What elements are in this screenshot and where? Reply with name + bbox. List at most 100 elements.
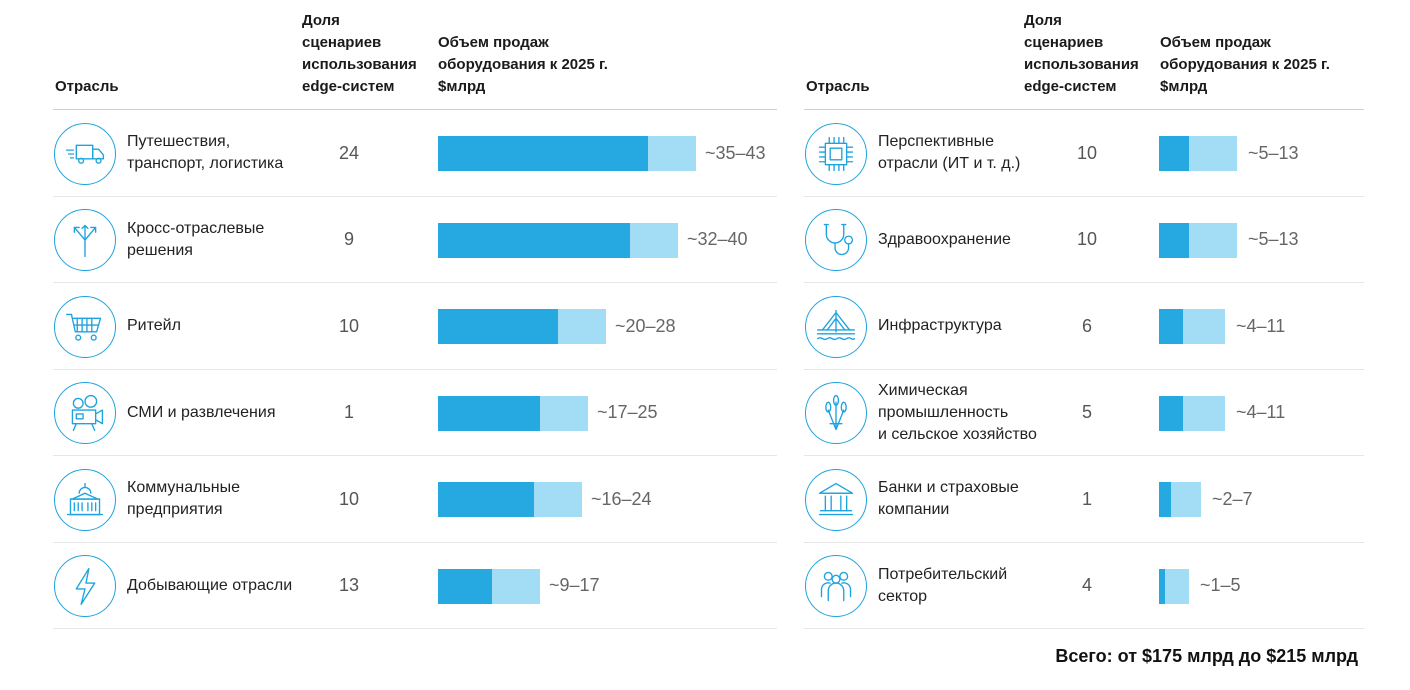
range-bar [1159,568,1189,604]
movie-camera-icon [54,382,116,444]
industry-label: Здравоохранение [878,230,1011,248]
truck-icon [54,122,116,185]
bar-min-segment [1159,222,1189,258]
bar-range-segment [630,222,678,258]
industry-row: Коммунальные предприятия 10 ~16–24 [53,456,777,543]
industry-label: Коммунальные предприятия [127,479,241,518]
bar-min-segment [1159,395,1183,431]
bridge-icon [805,295,867,358]
share-value: 6 [1081,315,1092,336]
people-icon [805,555,867,617]
industry-row: Химическая промышленность и сельское хоз… [804,370,1364,456]
share-value: 5 [1081,402,1092,422]
bar-range-segment [558,309,606,344]
fork-arrows-icon [54,209,116,271]
bank-icon [805,468,867,531]
bar-range-segment [492,568,540,604]
bar-min-segment [438,136,648,171]
share-value: 10 [338,488,360,509]
share-value: 10 [338,315,360,336]
share-value: 13 [338,575,360,595]
public-building-icon [54,468,116,531]
range-bar [438,482,582,517]
bar-range-segment [1183,395,1225,431]
share-header: Доля сценариев использования edge-систем [302,12,417,95]
industry-row: Инфраструктура 6 ~4–11 [804,283,1364,370]
industry-label: Ритейл [127,317,181,334]
range-bar [1159,395,1225,431]
industry-label: Путешествия, транспорт, логистика [127,133,284,172]
chip-icon [805,122,867,185]
industry-header: Отрасль [55,78,119,95]
range-label: ~5–13 [1248,229,1299,249]
bar-min-segment [1159,309,1183,344]
bar-min-segment [438,568,492,604]
industry-row: Перспективные отрасли (ИТ и т. д.) 10 ~5–1… [804,110,1364,197]
sales-header: Объем продаж оборудования к 2025 г. $млр… [438,34,608,95]
range-bar [438,136,696,171]
industry-label: Кросс-отраслевые решения [127,219,265,259]
industry-row: Банки и страховые компании 1 ~2–7 [804,456,1364,543]
bar-range-segment [540,395,588,431]
range-label: ~16–24 [591,488,652,509]
share-value: 9 [343,229,354,249]
range-label: ~4–11 [1236,402,1286,422]
range-label: ~4–11 [1236,315,1286,336]
industry-label: Перспективные отрасли (ИТ и т. д.) [878,133,1021,172]
bar-min-segment [1159,136,1189,171]
bar-range-segment [1189,222,1237,258]
range-bar [438,395,588,431]
industry-label: СМИ и развлечения [127,403,276,421]
range-label: ~35–43 [705,142,766,163]
header-divider [53,109,777,110]
bar-range-segment [1165,568,1189,604]
share-value: 10 [1076,229,1098,249]
range-label: ~1–5 [1200,575,1241,595]
header-divider [804,109,1364,110]
bar-min-segment [438,395,540,431]
industry-label: Химическая промышленность и сельское хоз… [878,381,1037,443]
range-bar [438,222,678,258]
industry-row: Здравоохранение 10 ~5–13 [804,197,1364,283]
shopping-cart-icon [54,295,116,358]
range-bar [1159,309,1225,344]
share-value: 1 [1081,488,1092,509]
share-value: 10 [1076,142,1098,163]
range-bar [438,309,606,344]
share-value: 24 [338,142,360,163]
bar-range-segment [1183,309,1225,344]
bar-min-segment [1159,482,1171,517]
industry-row: Добывающие отрасли 13 ~9–17 [53,543,777,629]
industry-label: Инфраструктура [878,317,1002,334]
share-header: Доля сценариев использования edge-систем [1024,12,1139,95]
sales-header: Объем продаж оборудования к 2025 г. $млр… [1160,34,1330,95]
stethoscope-icon [805,209,867,271]
bar-range-segment [1171,482,1201,517]
range-label: ~32–40 [687,229,748,249]
bar-min-segment [438,222,630,258]
chart-rows: Перспективные отрасли (ИТ и т. д.) 10 ~5–1… [804,110,1364,629]
range-bar [1159,136,1237,171]
range-bar [1159,482,1201,517]
range-bar [438,568,540,604]
industry-row: СМИ и развлечения 1 ~17–25 [53,370,777,456]
range-bar [1159,222,1237,258]
bar-range-segment [534,482,582,517]
bar-min-segment [438,309,558,344]
range-label: ~20–28 [615,315,676,336]
bar-min-segment [1159,568,1165,604]
share-value: 4 [1081,575,1092,595]
industry-row: Путешествия, транспорт, логистика 24 ~35–4… [53,110,777,197]
industry-row: Ритейл 10 ~20–28 [53,283,777,370]
range-label: ~17–25 [597,402,658,422]
bar-range-segment [648,136,696,171]
lightning-icon [54,555,116,617]
wheat-icon [805,382,867,444]
range-label: ~2–7 [1212,488,1253,509]
total-label: Всего: от $175 млрд до $215 млрд [1055,646,1358,666]
chart-rows: Путешествия, транспорт, логистика 24 ~35–4… [53,110,777,629]
range-label: ~5–13 [1248,142,1299,163]
share-value: 1 [343,402,354,422]
industry-label: Банки и страховые компании [878,479,1019,518]
industry-label: Потребительский сектор [878,565,1008,605]
